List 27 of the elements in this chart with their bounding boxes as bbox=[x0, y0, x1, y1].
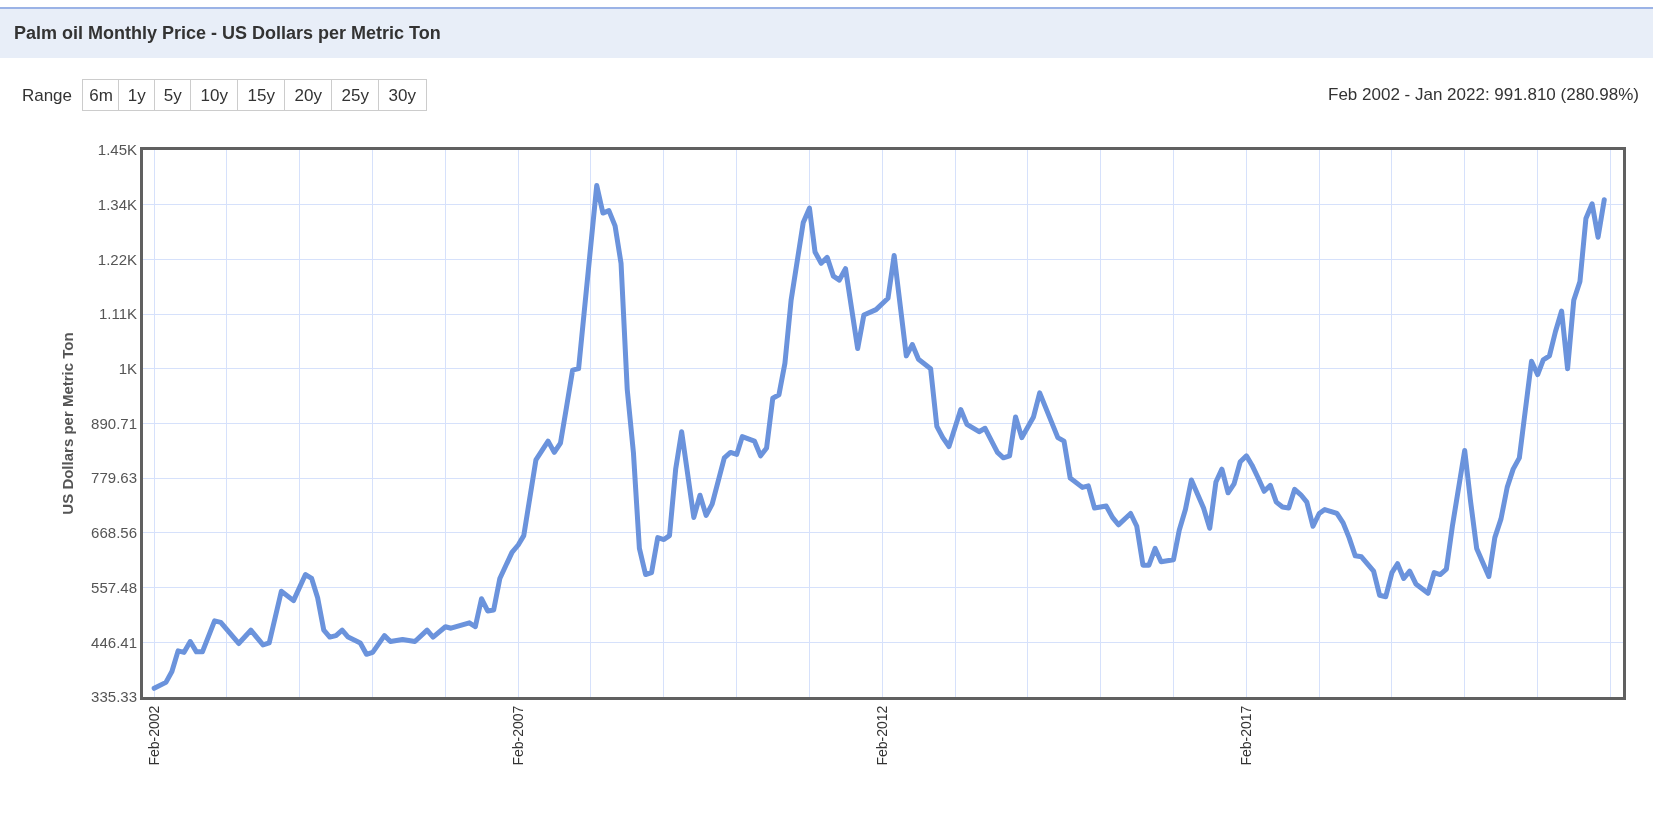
x-tick-label: Feb-2012 bbox=[873, 705, 890, 766]
chart-subtitle: Feb 2002 - Jan 2022: 991.810 (280.98%) bbox=[1328, 85, 1639, 104]
y-tick-label: 446.41 bbox=[91, 633, 137, 651]
text: 30y bbox=[388, 85, 417, 105]
y-tick-label: 668.56 bbox=[91, 524, 137, 542]
y-tick-label: 335.33 bbox=[91, 688, 137, 706]
text: 6m bbox=[89, 85, 113, 105]
chart-title: Palm oil Monthly Price - US Dollars per Metric Ton bbox=[14, 23, 441, 44]
text: 10y bbox=[200, 85, 229, 105]
y-tick-label: 1K bbox=[118, 360, 137, 378]
x-tick-label: Feb-2007 bbox=[509, 705, 526, 766]
y-tick-label: 1.11K bbox=[98, 305, 137, 323]
text: 5y bbox=[163, 85, 183, 105]
text: Range bbox=[21, 85, 73, 105]
y-tick-label: 779.63 bbox=[91, 469, 137, 487]
text: 20y bbox=[294, 85, 323, 105]
x-tick-label: Feb-2002 bbox=[145, 705, 162, 766]
y-tick-label: 1.45K bbox=[97, 141, 137, 159]
x-tick-label: Feb-2017 bbox=[1237, 705, 1254, 766]
y-tick-label: 557.48 bbox=[91, 578, 137, 596]
text: 1y bbox=[127, 85, 147, 105]
y-axis-title: US Dollars per Metric Ton bbox=[59, 332, 77, 515]
y-tick-label: 1.22K bbox=[97, 250, 137, 268]
text: 25y bbox=[341, 85, 370, 105]
text: 15y bbox=[247, 85, 276, 105]
y-tick-label: 1.34K bbox=[97, 195, 137, 213]
y-tick-label: 890.71 bbox=[91, 414, 137, 432]
